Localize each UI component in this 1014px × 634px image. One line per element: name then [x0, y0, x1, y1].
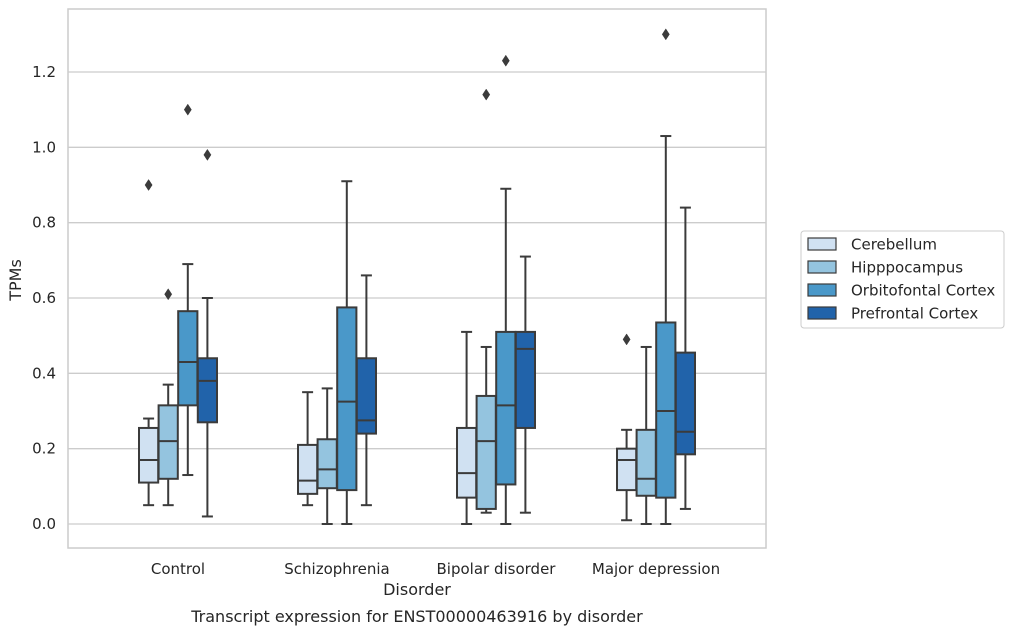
legend-swatch [807, 237, 837, 251]
box [157, 288, 179, 507]
box [495, 54, 517, 525]
outlier-point [482, 88, 491, 101]
outlier-point [183, 103, 192, 116]
box [297, 391, 319, 507]
legend-swatch [807, 283, 837, 297]
outlier-point [622, 333, 631, 346]
box-iqr [456, 426, 478, 499]
legend-item: Prefrontal Cortex [807, 305, 978, 323]
box-iqr [196, 357, 219, 424]
legend: Cerebellum Hipppocampus Orbitofontal Corte… [800, 230, 1005, 329]
y-tick-label: 0.4 [32, 364, 56, 382]
box-iqr [316, 438, 338, 490]
y-tick-label: 1.2 [32, 63, 56, 81]
outlier-point [144, 179, 153, 191]
x-tick-label: Major depression [592, 560, 720, 578]
legend-label: Cerebellum [851, 236, 937, 254]
box-iqr [355, 357, 377, 435]
x-tick-label: Bipolar disorder [437, 560, 557, 578]
legend-item: Hipppocampus [807, 259, 963, 277]
legend-item: Cerebellum [807, 236, 937, 254]
legend-item: Orbitofontal Cortex [807, 282, 995, 300]
box-iqr [336, 306, 358, 492]
box-iqr [616, 447, 638, 492]
series-hipppocampus [157, 88, 657, 525]
series-cerebellum [138, 179, 638, 525]
y-axis-label: TPMs [6, 259, 25, 302]
y-tick-label: 0.8 [32, 214, 56, 232]
legend-swatch [807, 306, 837, 320]
legend-label: Orbitofontal Cortex [851, 282, 995, 300]
x-tick-labels: Control Schizophrenia Bipolar disorder Majo… [151, 560, 720, 578]
box-iqr [475, 394, 497, 510]
legend-label: Hipppocampus [851, 259, 963, 277]
box-iqr [495, 330, 517, 486]
series-prefrontal-cortex [196, 148, 696, 518]
box [316, 387, 338, 525]
legend-swatch [807, 260, 837, 274]
box-iqr [297, 443, 319, 495]
box-iqr [514, 330, 536, 429]
box [177, 103, 199, 477]
legend-frame [800, 230, 1005, 329]
legend-label: Prefrontal Cortex [851, 305, 978, 323]
x-tick-label: Control [151, 560, 205, 578]
box-iqr [674, 351, 696, 456]
box [475, 88, 497, 514]
box-iqr [138, 426, 160, 484]
box [138, 179, 160, 507]
x-tick-label: Schizophrenia [284, 560, 389, 578]
box [635, 345, 657, 525]
box [336, 180, 358, 525]
outlier-point [203, 148, 212, 161]
y-tick-labels: 0.0 0.2 0.4 0.6 0.8 1.0 1.2 [32, 63, 56, 533]
box-iqr [635, 428, 657, 497]
box [674, 206, 696, 510]
outlier-point [661, 28, 670, 41]
box [514, 255, 536, 514]
plot-frame [67, 8, 767, 549]
box [616, 333, 638, 522]
y-tick-label: 0.0 [32, 515, 56, 533]
box-iqr [177, 310, 199, 407]
y-tick-label: 0.2 [32, 440, 56, 458]
box-plot-series [138, 28, 696, 525]
box [196, 148, 219, 518]
box [355, 274, 377, 507]
outlier-point [164, 288, 173, 301]
figure-caption: Transcript expression for ENST0000046391… [190, 607, 643, 626]
outlier-point [501, 54, 510, 67]
series-orbitofontal-cortex [177, 28, 677, 525]
y-tick-label: 1.0 [32, 138, 56, 156]
box [655, 28, 677, 525]
y-tick-label: 0.6 [32, 289, 56, 307]
box [456, 330, 478, 525]
x-axis-label: Disorder [383, 580, 451, 599]
